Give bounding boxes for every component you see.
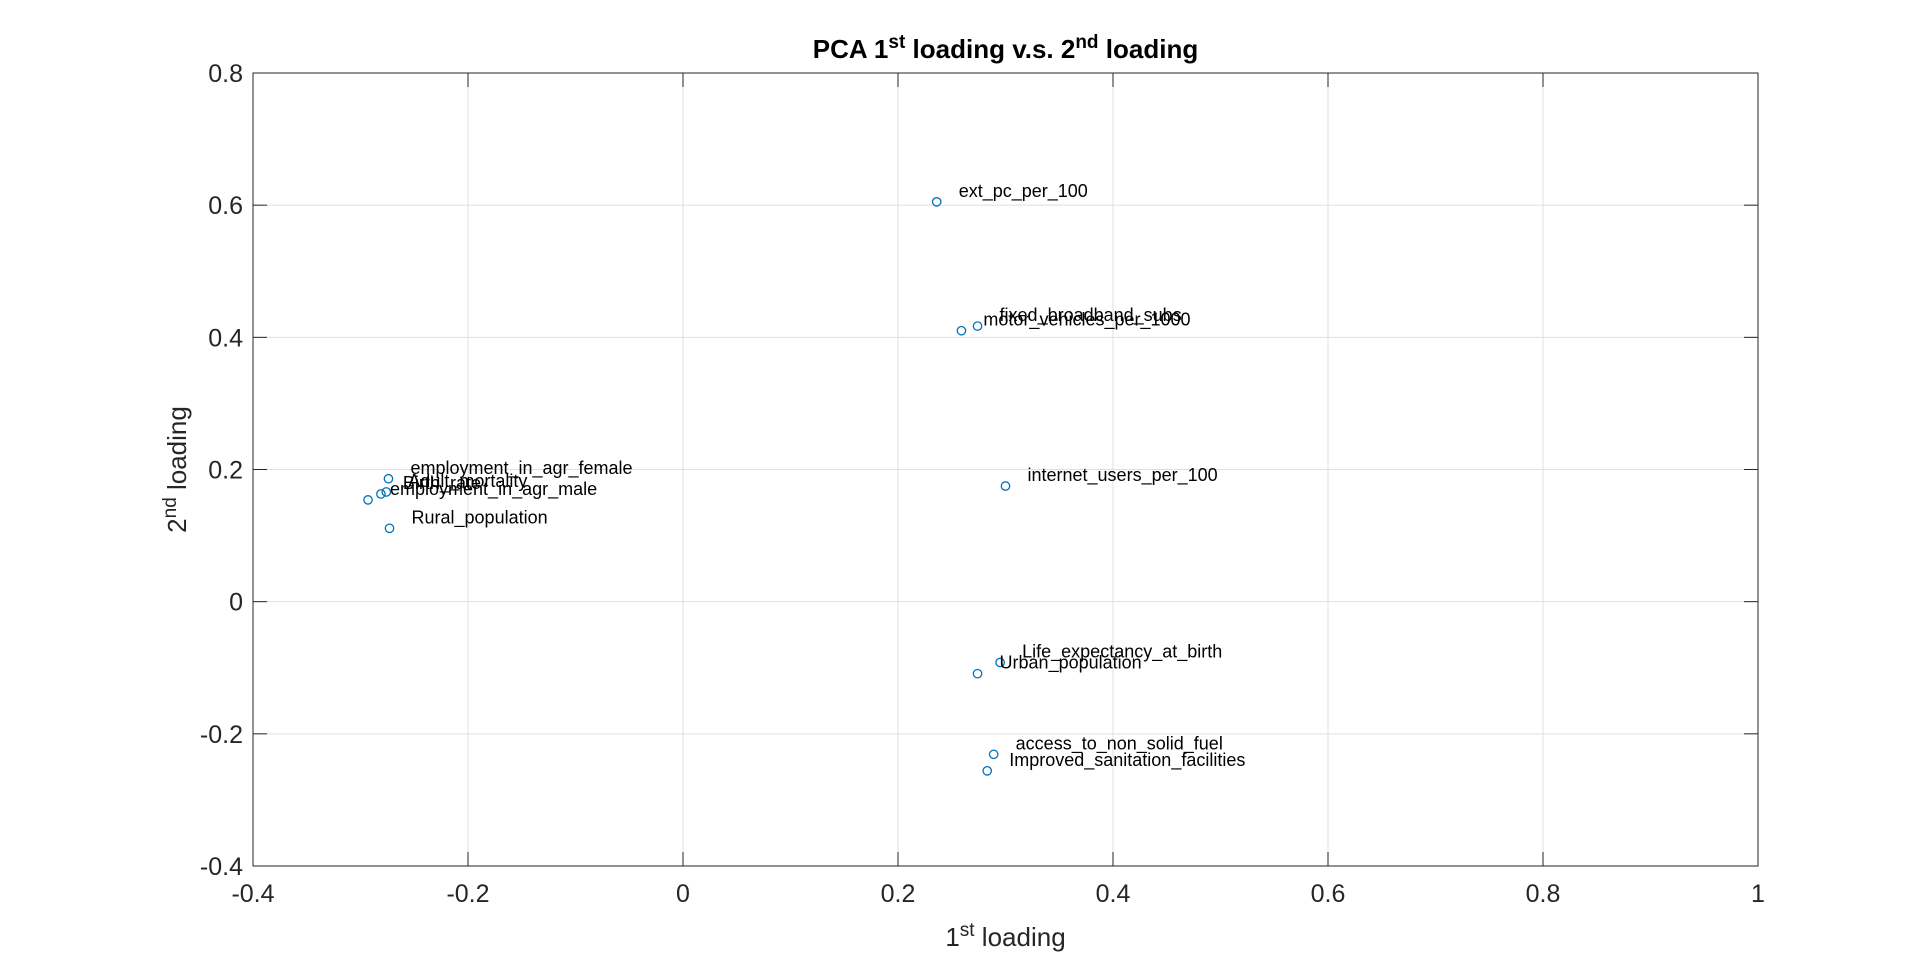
x-tick-label: 0 bbox=[676, 880, 690, 908]
scatter-point bbox=[988, 749, 999, 760]
x-tick-label: -0.4 bbox=[231, 880, 274, 908]
scatter-point bbox=[363, 495, 373, 505]
point-label: Urban_population bbox=[1000, 653, 1142, 674]
data-points bbox=[363, 197, 1011, 776]
scatter-point bbox=[995, 657, 1005, 668]
tick-marks bbox=[252, 72, 1759, 867]
x-tick-label: 0.8 bbox=[1526, 880, 1561, 908]
point-label: employment_in_agr_male bbox=[390, 479, 597, 500]
x-tick-label: 0.6 bbox=[1311, 880, 1346, 908]
scatter-point bbox=[381, 487, 392, 497]
scatter-point bbox=[931, 197, 942, 207]
scatter-point bbox=[956, 325, 967, 336]
y-tick-label: 0.8 bbox=[208, 60, 243, 88]
point-label: Rural_population bbox=[412, 507, 548, 528]
scatter-point bbox=[1000, 481, 1011, 491]
point-label: fixed_broadband_subs bbox=[1000, 305, 1182, 326]
scatter-point bbox=[383, 473, 394, 484]
y-tick-label: -0.2 bbox=[200, 721, 243, 749]
y-axis-title: 2nd loading bbox=[160, 406, 193, 533]
point-label: ext_pc_per_100 bbox=[959, 181, 1088, 202]
y-tick-labels: -0.4 -0.2 0 0.2 0.4 0.6 0.8 bbox=[200, 60, 243, 881]
point-label: Adult_mortality bbox=[408, 471, 527, 492]
y-tick-label: -0.4 bbox=[200, 853, 243, 881]
scatter-point bbox=[384, 523, 395, 534]
point-label: employment_in_agr_female bbox=[410, 458, 632, 479]
x-tick-label: -0.2 bbox=[446, 880, 489, 908]
x-tick-label: 1 bbox=[1751, 880, 1765, 908]
chart-title: PCA 1st loading v.s. 2nd loading bbox=[813, 32, 1198, 65]
x-tick-label: 0.4 bbox=[1096, 880, 1131, 908]
scatter-point bbox=[972, 668, 983, 679]
y-tick-label: 0.6 bbox=[208, 192, 243, 220]
scatter-point bbox=[376, 489, 386, 499]
y-tick-label: 0.4 bbox=[208, 324, 243, 352]
point-label: internet_users_per_100 bbox=[1028, 465, 1218, 486]
point-label: motor_vehicles_per_1000 bbox=[983, 310, 1190, 331]
y-tick-label: 0.2 bbox=[208, 457, 243, 485]
scatter-point bbox=[972, 321, 983, 331]
x-tick-labels: -0.4 -0.2 0 0.2 0.4 0.6 0.8 1 bbox=[231, 880, 1765, 908]
x-tick-label: 0.2 bbox=[881, 880, 916, 908]
point-label: Birth_rate bbox=[403, 473, 481, 494]
point-label: Life_expectancy_at_birth bbox=[1022, 641, 1222, 662]
point-labels: ext_pc_per_100 fixed_broadband_subsmotor_… bbox=[390, 181, 1245, 771]
point-label: access_to_non_solid_fuel bbox=[1016, 733, 1223, 754]
point-label: Improved_sanitation_facilities bbox=[1009, 750, 1245, 771]
y-tick-label: 0 bbox=[229, 589, 243, 617]
scatter-point bbox=[982, 765, 993, 776]
x-axis-title: 1st loading bbox=[945, 920, 1065, 953]
